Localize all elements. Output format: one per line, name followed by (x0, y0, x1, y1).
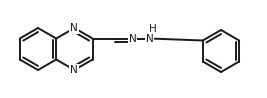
Text: N: N (146, 34, 154, 44)
Text: N: N (129, 34, 136, 44)
Text: N: N (70, 23, 78, 33)
Text: N: N (70, 65, 78, 75)
Text: H: H (149, 24, 156, 34)
